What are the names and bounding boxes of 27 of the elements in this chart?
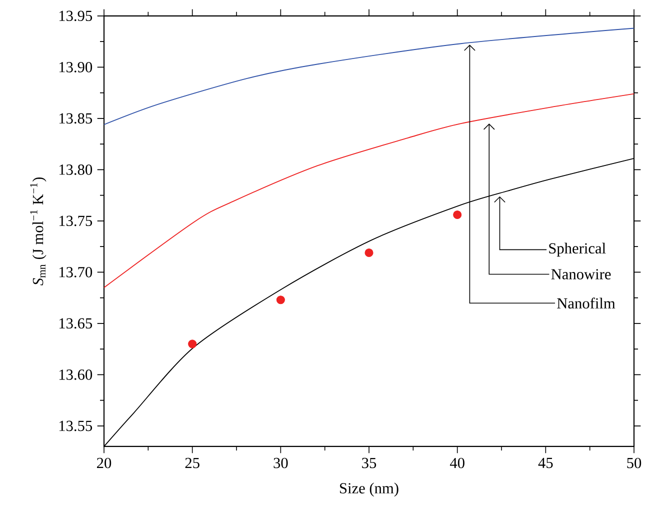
x-tick-label: 20 xyxy=(97,458,112,468)
y-tick-label: 13.55 xyxy=(59,420,92,432)
y-tick-label: 13.95 xyxy=(59,10,92,22)
x-axis-title: Size (nm) xyxy=(340,482,398,497)
annotation: Spherical xyxy=(549,242,606,257)
y-tick-label: 13.75 xyxy=(59,216,92,226)
line-series xyxy=(104,28,634,126)
x-tick-label: 45 xyxy=(538,458,553,468)
line-series xyxy=(104,93,634,288)
x-tick-label: 35 xyxy=(362,458,376,468)
point xyxy=(453,210,462,220)
point xyxy=(276,296,285,304)
x-tick-label: 30 xyxy=(274,458,288,468)
y-tick-label: 13.60 xyxy=(59,370,92,380)
y-tick-label: 13.80 xyxy=(59,164,92,175)
x-tick-label: 40 xyxy=(450,458,464,468)
y-tick-label: 13.65 xyxy=(59,318,92,329)
point xyxy=(188,340,197,348)
x-tick-label: 25 xyxy=(185,458,200,468)
annotation: Nanowire xyxy=(551,269,611,280)
y-tick-label: 13.90 xyxy=(59,62,92,72)
annotation: Nanofilm xyxy=(557,298,616,309)
point xyxy=(364,248,374,257)
y-tick-label: 13.85 xyxy=(59,113,92,124)
y-tick-label: 13.70 xyxy=(59,267,92,278)
y-axis-title: S$_{mn}$ (J mol$^{−1}$ K$^{−1}$) xyxy=(30,177,46,286)
x-tick-label: 50 xyxy=(627,458,642,468)
